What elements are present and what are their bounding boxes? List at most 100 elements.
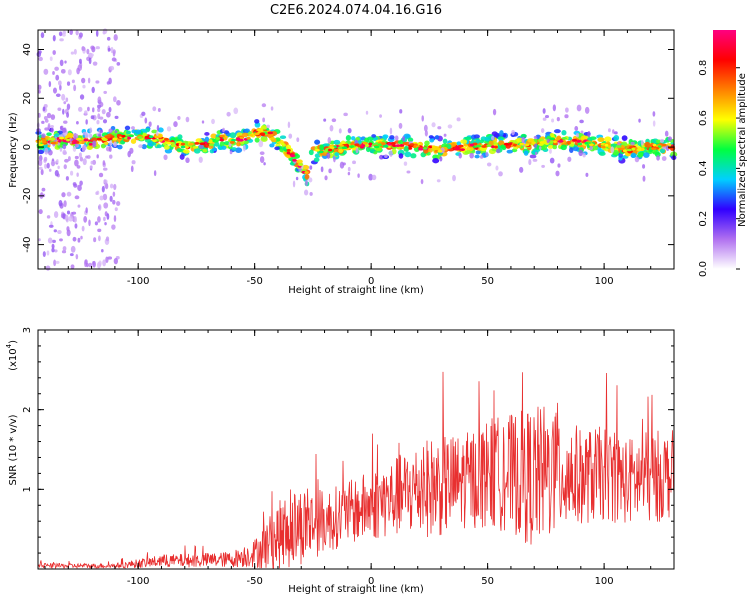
spectrogram-cell: [236, 137, 241, 141]
spectrogram-cell: [69, 253, 74, 257]
spectrogram-cell: [534, 142, 537, 149]
spectrogram-cell: [130, 165, 134, 173]
x-tick-label: -50: [246, 576, 262, 587]
spectrogram-cell: [479, 139, 485, 144]
spectrogram-cell: [38, 166, 43, 170]
spectrogram-cell: [521, 136, 525, 144]
spectrogram-cell: [71, 79, 75, 84]
spectrogram-cell: [424, 140, 430, 146]
spectrogram-cell: [185, 116, 190, 123]
spectrogram-cell: [296, 159, 303, 164]
spectrogram-cell: [459, 148, 466, 152]
spectrogram-cell: [48, 224, 54, 228]
spectrogram-cell: [52, 87, 57, 94]
spectrogram-cell: [520, 133, 527, 138]
spectrogram-cell: [357, 173, 360, 178]
spectrogram-cell: [365, 110, 369, 115]
spectrogram-cell: [116, 201, 120, 206]
spectrogram-cell: [148, 121, 152, 127]
spectrogram-cell: [66, 138, 71, 142]
spectrogram-cell: [58, 200, 63, 207]
spectrogram-cell: [304, 171, 309, 174]
spectrogram-cell: [38, 50, 42, 54]
spectrogram-cell: [46, 215, 51, 219]
spectrogram-cell: [87, 106, 90, 112]
spectrogram-y-label: Frequency (Hz): [8, 112, 19, 188]
spectrogram-cell: [454, 147, 461, 151]
spectrogram-cell: [64, 60, 67, 64]
spectrogram-cell: [534, 151, 538, 155]
spectrogram-cell: [134, 129, 142, 135]
spectrogram-cell: [418, 147, 424, 151]
spectrogram-cell: [348, 145, 355, 149]
spectrogram-cell: [566, 141, 571, 145]
spectrogram-cell: [223, 130, 230, 134]
spectrogram-cell: [61, 127, 67, 133]
spectrogram-cell: [180, 145, 186, 149]
spectrogram-cell: [54, 66, 59, 71]
spectrogram-cell: [598, 151, 606, 156]
snr-series-line: [37, 371, 675, 570]
spectrogram-cell: [496, 148, 501, 154]
spectrogram-cell: [541, 164, 545, 168]
spectrogram-cell: [43, 156, 48, 162]
spectrogram-cell: [469, 143, 475, 147]
spectrogram-cell: [511, 129, 515, 136]
spectrogram-cell: [371, 134, 377, 138]
spectrogram-cell: [404, 151, 412, 158]
spectrogram-cell: [44, 119, 49, 123]
colorbar-label: Normalized spectral amplitude: [737, 73, 748, 227]
spectrogram-cell: [41, 138, 47, 142]
spectrogram-cell: [66, 226, 70, 232]
spectrogram-cell: [318, 150, 324, 154]
spectrogram-cell: [533, 135, 538, 139]
spectrogram-cell: [244, 128, 250, 133]
spectrogram-cell: [452, 174, 456, 182]
spectrogram-cell: [63, 164, 67, 170]
spectrogram-cell: [81, 46, 86, 52]
spectrogram-cell: [103, 90, 108, 94]
y-tick-label: 1: [22, 486, 33, 492]
spectrogram-cell: [555, 136, 562, 140]
spectrogram-cell: [308, 177, 313, 183]
spectrogram-cell: [288, 133, 293, 139]
spectrogram-cell: [127, 136, 132, 140]
spectrogram-cell: [201, 120, 205, 124]
spectrogram-cell: [79, 180, 83, 186]
spectrogram-cell: [61, 93, 66, 101]
spectrogram-cell: [74, 159, 79, 167]
spectrogram-cell: [91, 86, 95, 94]
spectrogram-cell: [101, 249, 104, 253]
spectrogram-cell: [382, 144, 389, 148]
spectrogram-cell: [188, 142, 194, 146]
spectrogram-cell: [463, 143, 468, 147]
spectrogram-cell: [156, 131, 159, 137]
spectrogram-cell: [131, 126, 135, 130]
spectrogram-cell: [64, 158, 69, 163]
spectrogram-cell: [52, 50, 56, 55]
spectrogram-cell: [270, 106, 274, 111]
spectrogram-cell: [384, 154, 388, 158]
spectrogram-cell: [96, 154, 99, 159]
spectrogram-cell: [544, 114, 550, 119]
spectrogram-cell: [450, 143, 457, 147]
spectrogram-cell: [76, 172, 79, 177]
spectrogram-cell: [519, 142, 525, 146]
spectrogram-cell: [72, 141, 77, 144]
spectrogram-cell: [352, 160, 357, 165]
spectrogram-cell: [500, 144, 506, 149]
spectrogram-cell: [403, 161, 408, 166]
spectrogram-cell: [127, 150, 131, 158]
spectrogram-cell: [565, 107, 569, 113]
spectrogram-cell: [458, 144, 464, 148]
spectrogram-cell: [184, 145, 189, 149]
spectrogram-cell: [108, 106, 112, 113]
spectrogram-cell: [368, 142, 373, 146]
spectrogram-cell: [65, 97, 69, 102]
spectrogram-cell: [456, 141, 462, 146]
spectrogram-cell: [347, 171, 351, 176]
spectrogram-cell: [652, 111, 656, 117]
spectrogram-cell: [88, 57, 92, 65]
spectrogram-cell: [42, 251, 46, 257]
spectrogram-cell: [47, 149, 53, 156]
